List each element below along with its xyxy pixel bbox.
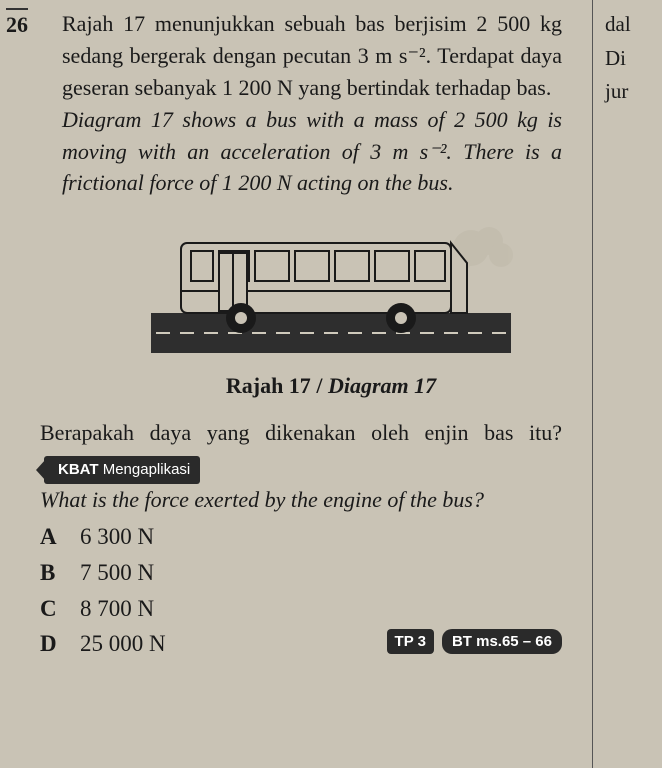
option-value: 25 000 N	[80, 626, 166, 662]
caption-sep: /	[311, 373, 328, 398]
english-text: Diagram 17 shows a bus with a mass of 2 …	[62, 107, 562, 196]
prompt-malay: Berapakah daya yang dikenakan oleh enjin…	[40, 420, 562, 445]
option-a: A 6 300 N	[40, 519, 642, 555]
edge-text: Di	[605, 42, 662, 76]
option-letter: C	[40, 591, 80, 627]
malay-text: Rajah 17 menunjukkan sebuah bas berjisim…	[62, 11, 562, 100]
option-b: B 7 500 N	[40, 555, 642, 591]
tp-tag: TP 3	[387, 629, 434, 654]
option-letter: A	[40, 519, 80, 555]
footer-tags: TP 3 BT ms.65 – 66	[387, 629, 562, 654]
diagram-caption: Rajah 17 / Diagram 17	[20, 373, 642, 399]
kbat-tag: KBAT Mengaplikasi	[44, 456, 200, 484]
option-value: 6 300 N	[80, 519, 154, 555]
page-edge: dal Di jur	[592, 0, 662, 768]
option-c: C 8 700 N	[40, 591, 642, 627]
option-letter: D	[40, 626, 80, 662]
caption-malay: Rajah 17	[226, 373, 311, 398]
caption-english: Diagram 17	[328, 373, 436, 398]
option-value: 7 500 N	[80, 555, 154, 591]
option-value: 8 700 N	[80, 591, 154, 627]
question-number: 26	[6, 8, 28, 38]
option-letter: B	[40, 555, 80, 591]
prompt-english: What is the force exerted by the engine …	[40, 487, 484, 512]
edge-text: dal	[605, 8, 662, 42]
diagram-container	[20, 213, 642, 363]
question-body: Rajah 17 menunjukkan sebuah bas berjisim…	[62, 8, 562, 199]
edge-text: jur	[605, 75, 662, 109]
bus-diagram	[141, 213, 521, 363]
ref-tag: BT ms.65 – 66	[442, 629, 562, 654]
